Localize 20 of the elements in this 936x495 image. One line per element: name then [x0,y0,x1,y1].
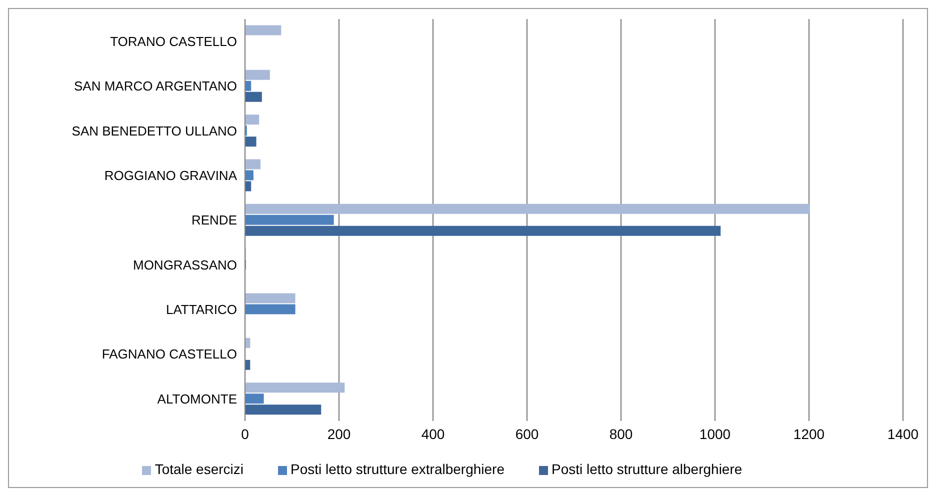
x-tick-label: 200 [327,426,351,442]
y-tick-label: SAN MARCO ARGENTANO [74,78,237,94]
legend-label: Posti letto strutture extralberghiere [290,461,505,477]
x-tick-label: 1200 [793,426,825,442]
x-tick-label: 1000 [699,426,731,442]
legend-label: Posti letto strutture alberghiere [552,461,742,477]
x-tick-label: 800 [609,426,633,442]
legend-label: Totale esercizi [154,461,244,477]
y-tick-label: LATTARICO [166,302,237,317]
x-tick-label: 1400 [887,426,919,442]
y-tick-label: FAGNANO CASTELLO [102,346,237,362]
x-tick-label: 600 [515,426,539,442]
y-tick-label: SAN BENEDETTO ULLANO [72,123,237,138]
y-tick-label: ROGGIANO GRAVINA [104,168,238,183]
x-tick-label: 400 [421,426,445,442]
y-tick-label: ALTOMONTE [157,391,238,406]
x-tick-label: 0 [241,426,250,442]
y-tick-label: RENDE [191,212,238,228]
y-tick-label: TORANO CASTELLO [110,34,237,49]
y-tick-label: MONGRASSANO [132,257,237,272]
